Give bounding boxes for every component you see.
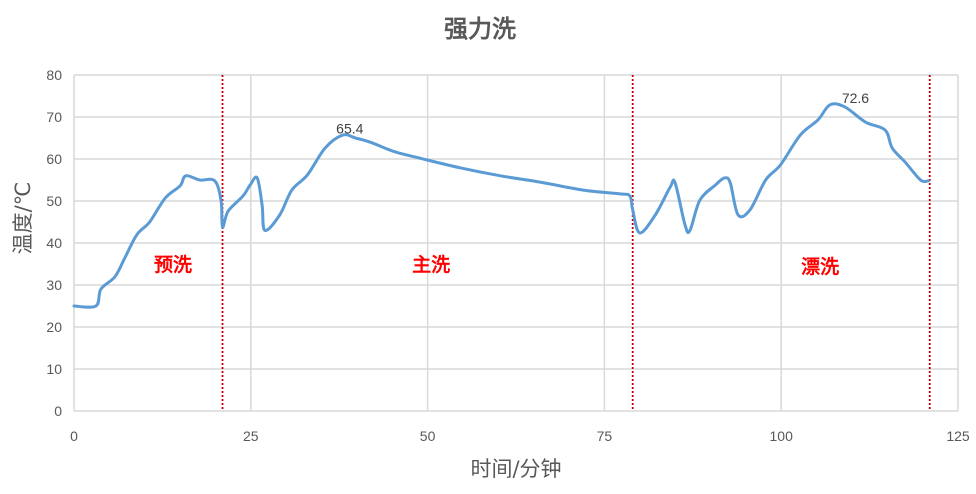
chart-title: 强力洗: [444, 15, 516, 43]
y-tick-label: 40: [46, 235, 62, 251]
y-tick-label: 50: [46, 193, 62, 209]
x-tick-label: 0: [70, 428, 78, 444]
annotations: 预洗 主洗 漂洗 65.4 72.6: [154, 90, 869, 278]
y-tick-label: 20: [46, 319, 62, 335]
y-tick-label: 80: [46, 67, 62, 83]
x-tick-label: 25: [243, 428, 259, 444]
phase-label: 主洗: [412, 253, 450, 276]
x-axis-label: 时间/分钟: [470, 457, 561, 481]
y-tick-label: 30: [46, 277, 62, 293]
x-tick-label: 50: [420, 428, 436, 444]
grid: [73, 74, 959, 412]
y-axis-label: 温度/℃: [11, 182, 35, 255]
temperature-line: [72, 102, 930, 309]
y-tick-label: 70: [46, 109, 62, 125]
phase-label: 预洗: [154, 253, 192, 276]
x-tick-label: 75: [597, 428, 613, 444]
x-tick-label: 100: [770, 428, 794, 444]
data-label: 65.4: [336, 120, 363, 136]
x-tick-label: 125: [946, 428, 970, 444]
y-tick-label: 60: [46, 151, 62, 167]
y-tick-label: 0: [54, 403, 62, 419]
y-tick-label: 10: [46, 361, 62, 377]
data-label: 72.6: [842, 90, 869, 106]
phase-label: 漂洗: [801, 255, 839, 278]
phase-dividers: [221, 75, 931, 411]
tick-labels: 0 10 20 30 40 50 60 70 80 0 25 50 75 100 125: [46, 67, 969, 444]
